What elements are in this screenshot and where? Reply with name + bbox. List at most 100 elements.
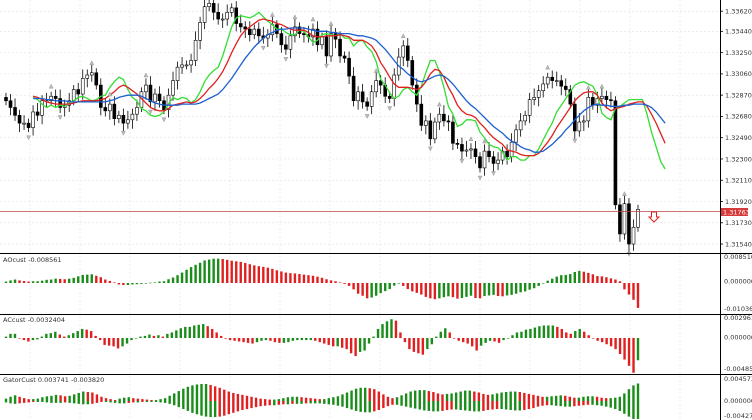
histogram-bar — [441, 401, 444, 411]
histogram-bar — [113, 401, 117, 403]
histogram-bar — [36, 401, 40, 402]
candle-bear — [148, 84, 153, 103]
histogram-bar — [94, 335, 97, 338]
candle-bull — [600, 95, 604, 99]
histogram-bar — [554, 401, 558, 406]
histogram-bar — [432, 392, 435, 401]
histogram-bar — [482, 401, 485, 411]
candle-bull — [171, 80, 175, 96]
histogram-bar — [618, 401, 622, 411]
histogram-bar — [212, 258, 215, 283]
price-axis-label: 1.32490 — [725, 134, 752, 142]
fractal-up-marker — [545, 64, 551, 70]
histogram-bar — [376, 328, 380, 338]
histogram-bar — [18, 401, 21, 404]
histogram-bar — [435, 336, 438, 338]
histogram-bar — [336, 338, 339, 347]
fractal-down-marker — [364, 114, 370, 119]
histogram-bar — [466, 338, 469, 344]
candle-bull — [437, 113, 442, 123]
candle-bull — [31, 111, 35, 128]
candle-bull — [518, 120, 523, 131]
histogram-bar — [527, 401, 531, 410]
histogram-bar — [31, 281, 35, 283]
histogram-bar — [295, 401, 299, 404]
histogram-bar — [121, 338, 124, 347]
histogram-bar — [377, 401, 381, 410]
histogram-bar — [460, 283, 464, 299]
ac-panel[interactable]: ACcust -0.0032404 0.0029611 0.000000 -0.… — [3, 314, 752, 373]
candle-bull — [22, 122, 26, 125]
histogram-bar — [550, 396, 553, 401]
histogram-bar — [323, 399, 326, 401]
histogram-bar — [13, 395, 17, 401]
main-price-panel[interactable] — [0, 0, 720, 420]
histogram-bar — [347, 283, 351, 286]
candle-bear — [243, 26, 248, 30]
histogram-bar — [176, 275, 179, 283]
histogram-bar — [532, 283, 536, 289]
histogram-bar — [314, 338, 317, 341]
histogram-bar — [298, 274, 301, 283]
histogram-bar — [227, 401, 230, 415]
candle-bull — [356, 91, 360, 102]
histogram-bar — [286, 401, 290, 405]
histogram-bar — [477, 401, 481, 412]
histogram-bar — [393, 283, 396, 286]
histogram-bar — [554, 395, 558, 401]
price-axis[interactable]: 1.33620 1.33440 1.33250 1.33060 1.32870 1.326… — [720, 7, 752, 248]
histogram-bar — [237, 338, 241, 342]
fractal-down-marker — [387, 106, 393, 112]
histogram-bar — [441, 394, 444, 401]
histogram-bar — [218, 401, 221, 417]
histogram-bar — [113, 400, 117, 401]
histogram-bar — [32, 399, 35, 401]
candle-bear — [627, 203, 631, 245]
gator-panel-title: GatorCust 0.003741 -0.003820 — [3, 376, 104, 384]
histogram-bar — [604, 401, 608, 407]
gator-panel[interactable]: GatorCust 0.003741 -0.003820 0.004573 0.… — [3, 375, 752, 420]
histogram-bar — [224, 338, 227, 339]
histogram-bar — [36, 338, 39, 340]
histogram-bar — [487, 283, 491, 296]
histogram-bar — [210, 328, 214, 338]
histogram-bar — [394, 320, 398, 338]
candle-bear — [550, 76, 555, 81]
histogram-bar — [482, 393, 485, 401]
histogram-bar — [80, 328, 84, 338]
histogram-bar — [179, 328, 183, 338]
candle-bear — [618, 204, 622, 235]
histogram-bar — [327, 398, 331, 401]
histogram-bar — [456, 283, 459, 299]
histogram-bar — [316, 276, 319, 283]
histogram-bar — [559, 395, 562, 401]
histogram-bar — [492, 283, 495, 295]
candle-bear — [279, 33, 284, 46]
histogram-bar — [77, 392, 80, 401]
candle-bull — [577, 121, 582, 132]
histogram-bar — [95, 401, 99, 403]
candle-bull — [144, 84, 148, 93]
ao-panel[interactable]: AOcust -0.008561 0.008510 0.000000 -0.01… — [3, 253, 752, 313]
histogram-bar — [68, 395, 71, 401]
histogram-bar — [284, 272, 288, 283]
candle-bull — [469, 148, 473, 151]
candle-bull — [523, 115, 527, 122]
histogram-bar — [152, 335, 156, 338]
candle-bear — [563, 85, 568, 90]
histogram-bar — [618, 396, 622, 401]
histogram-bar — [239, 261, 242, 283]
histogram-bar — [45, 401, 49, 403]
histogram-bar — [228, 338, 232, 341]
candle-bear — [4, 97, 8, 102]
histogram-bar — [191, 401, 194, 413]
fractal-up-marker — [468, 136, 474, 142]
histogram-bar — [500, 392, 503, 401]
histogram-bar — [159, 399, 162, 401]
candle-bear — [256, 28, 261, 37]
histogram-bar — [329, 280, 333, 283]
histogram-bar — [623, 401, 626, 414]
histogram-bar — [542, 283, 545, 284]
histogram-bar — [390, 319, 393, 338]
